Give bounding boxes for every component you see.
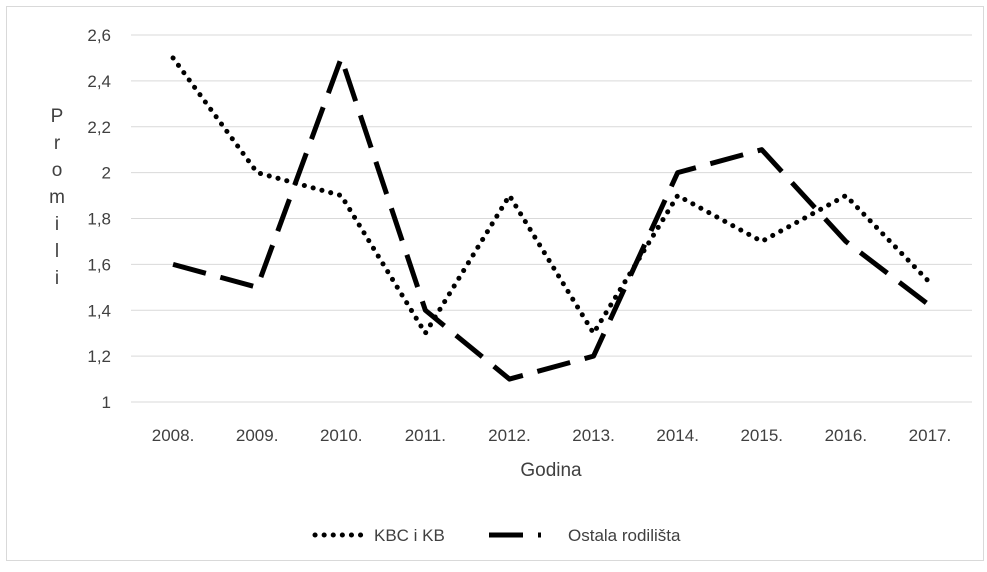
y-tick-label: 1,2 xyxy=(87,347,111,366)
y-tick-label: 1,8 xyxy=(87,210,111,229)
y-tick-label: 2,2 xyxy=(87,118,111,137)
chart-border xyxy=(6,6,984,561)
legend: KBC i KB Ostala rodilišta xyxy=(312,526,681,545)
y-axis-title-char: l xyxy=(55,241,59,262)
y-tick-label: 1 xyxy=(102,393,111,412)
series-lines xyxy=(170,55,933,382)
x-tick-label: 2014. xyxy=(656,426,699,445)
y-axis-title-char: i xyxy=(55,268,59,289)
gridlines xyxy=(131,34,972,403)
x-tick-label: 2008. xyxy=(152,426,195,445)
series-line-1 xyxy=(170,55,933,336)
y-tick-label: 2,4 xyxy=(87,72,111,91)
legend-label: KBC i KB xyxy=(374,526,445,545)
y-axis-title-char: o xyxy=(52,160,63,181)
x-tick-label: 2011. xyxy=(405,426,446,445)
x-axis-title: Godina xyxy=(520,460,582,481)
y-axis-title-char: i xyxy=(55,214,59,235)
series-line-2 xyxy=(172,55,932,382)
x-tick-label: 2009. xyxy=(236,426,279,445)
y-tick-label: 1,4 xyxy=(87,301,111,320)
x-tick-labels: 2008. 2009. 2010. 2011. 2012. 2013. 2014. 2015.… xyxy=(152,426,951,445)
x-tick-label: 2015. xyxy=(740,426,783,445)
y-tick-label: 2 xyxy=(102,164,111,183)
y-tick-label: 2,6 xyxy=(87,26,111,45)
y-tick-label: 1,6 xyxy=(87,255,111,274)
y-axis-title-char: r xyxy=(54,133,61,154)
legend-label: Ostala rodilišta xyxy=(568,526,681,545)
x-tick-label: 2017. xyxy=(909,426,952,445)
y-tick-labels: 1 1,2 1,4 1,6 1,8 2 2,2 2,4 2,6 xyxy=(87,26,111,412)
y-axis-title-char: m xyxy=(49,187,65,208)
x-tick-label: 2010. xyxy=(320,426,363,445)
y-axis-title-char: P xyxy=(51,106,64,127)
x-tick-label: 2016. xyxy=(825,426,868,445)
x-tick-label: 2012. xyxy=(488,426,531,445)
x-tick-label: 2013. xyxy=(572,426,615,445)
